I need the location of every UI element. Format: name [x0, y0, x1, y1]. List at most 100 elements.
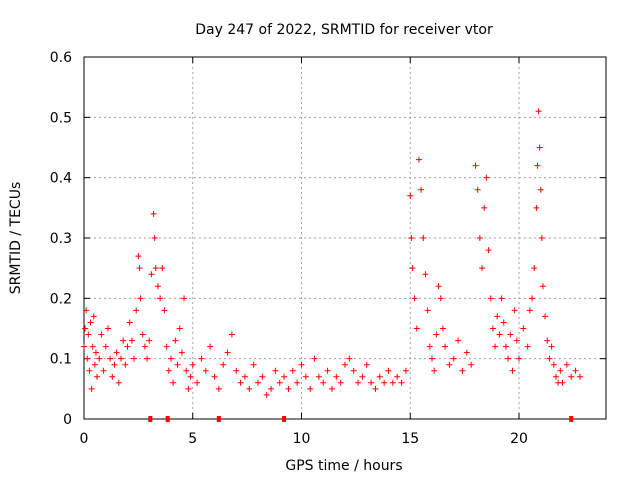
data-point: [163, 343, 170, 350]
data-point: [307, 385, 314, 392]
data-point: [408, 235, 415, 241]
data-point: [487, 295, 494, 302]
data-point: [536, 144, 543, 151]
data-point: [136, 265, 143, 272]
data-point: [538, 235, 545, 241]
data-point: [104, 325, 111, 332]
axis-ticks: 0 0.1 0.2 0.3 0.4 0.5 0.6 0 5 10 15 20: [50, 50, 606, 447]
data-point: [481, 204, 488, 211]
data-point: [294, 379, 301, 386]
data-point: [559, 379, 566, 386]
data-point: [546, 355, 553, 362]
data-point: [168, 355, 174, 362]
data-point: [154, 283, 161, 290]
data-point: [355, 379, 362, 386]
data-point: [311, 355, 318, 362]
data-point: [411, 295, 418, 302]
data-point: [211, 373, 218, 380]
data-point: [333, 373, 340, 380]
x-tick-label: 15: [401, 431, 419, 447]
data-point: [324, 367, 331, 374]
data-point: [259, 373, 266, 380]
data-point: [126, 319, 133, 326]
data-point: [468, 361, 475, 368]
data-point: [233, 367, 240, 374]
data-point: [509, 367, 516, 374]
data-point: [94, 373, 101, 380]
data-point: [534, 162, 541, 169]
data-point: [563, 361, 570, 368]
data-point: [91, 361, 98, 368]
data-point: [96, 355, 103, 362]
data-point: [496, 331, 503, 338]
data-point: [102, 343, 109, 350]
missing-data-marker: [569, 416, 574, 422]
data-point: [315, 373, 322, 380]
data-point: [172, 337, 179, 344]
data-point: [81, 343, 87, 350]
data-point: [520, 325, 527, 332]
data-point: [368, 379, 375, 386]
data-point: [431, 367, 438, 374]
data-point: [281, 373, 288, 380]
data-point: [498, 295, 505, 302]
data-point: [228, 331, 235, 338]
data-point: [161, 307, 168, 314]
data-point: [276, 379, 283, 386]
data-point: [194, 379, 201, 386]
data-point: [85, 331, 92, 338]
data-point: [87, 319, 94, 326]
data-point: [394, 373, 401, 380]
data-point: [144, 355, 151, 362]
data-point: [485, 247, 492, 254]
data-point: [372, 385, 379, 392]
data-point: [389, 379, 396, 386]
missing-data-marker: [148, 416, 153, 422]
data-point: [207, 343, 214, 350]
data-point: [359, 373, 366, 380]
y-tick-label: 0.5: [50, 110, 72, 126]
missing-data-markers: [148, 416, 574, 422]
data-point: [494, 313, 501, 320]
data-point: [183, 367, 190, 374]
missing-data-marker: [216, 416, 221, 422]
data-point: [472, 162, 479, 169]
data-point: [120, 337, 127, 344]
data-point: [442, 343, 449, 350]
data-point: [109, 373, 116, 380]
data-point: [320, 379, 327, 386]
data-point: [88, 385, 95, 392]
data-point: [82, 325, 89, 332]
data-point: [476, 235, 483, 241]
data-point: [533, 204, 540, 211]
missing-data-marker: [282, 416, 287, 422]
x-tick-label: 5: [188, 431, 197, 447]
data-point: [363, 361, 370, 368]
data-point: [113, 349, 120, 356]
data-point: [124, 343, 131, 350]
data-point: [446, 361, 453, 368]
missing-data-marker: [165, 416, 170, 422]
data-point: [502, 343, 509, 350]
chart-title: Day 247 of 2022, SRMTID for receiver vto…: [195, 22, 493, 38]
y-tick-label: 0.3: [50, 231, 72, 247]
data-point: [505, 355, 512, 362]
y-tick-label: 0.4: [50, 171, 72, 187]
data-point: [492, 343, 499, 350]
data-point: [117, 355, 124, 362]
data-point: [289, 367, 296, 374]
data-point: [131, 355, 138, 362]
data-point: [176, 325, 183, 332]
data-point: [220, 361, 227, 368]
data-point: [83, 307, 90, 314]
data-point: [346, 355, 353, 362]
data-point: [215, 385, 222, 392]
data-point: [92, 349, 99, 356]
data-point: [151, 235, 158, 241]
data-point: [187, 373, 194, 380]
data-point: [98, 331, 105, 338]
data-point: [198, 355, 205, 362]
data-point: [152, 265, 159, 272]
data-point: [435, 283, 442, 290]
